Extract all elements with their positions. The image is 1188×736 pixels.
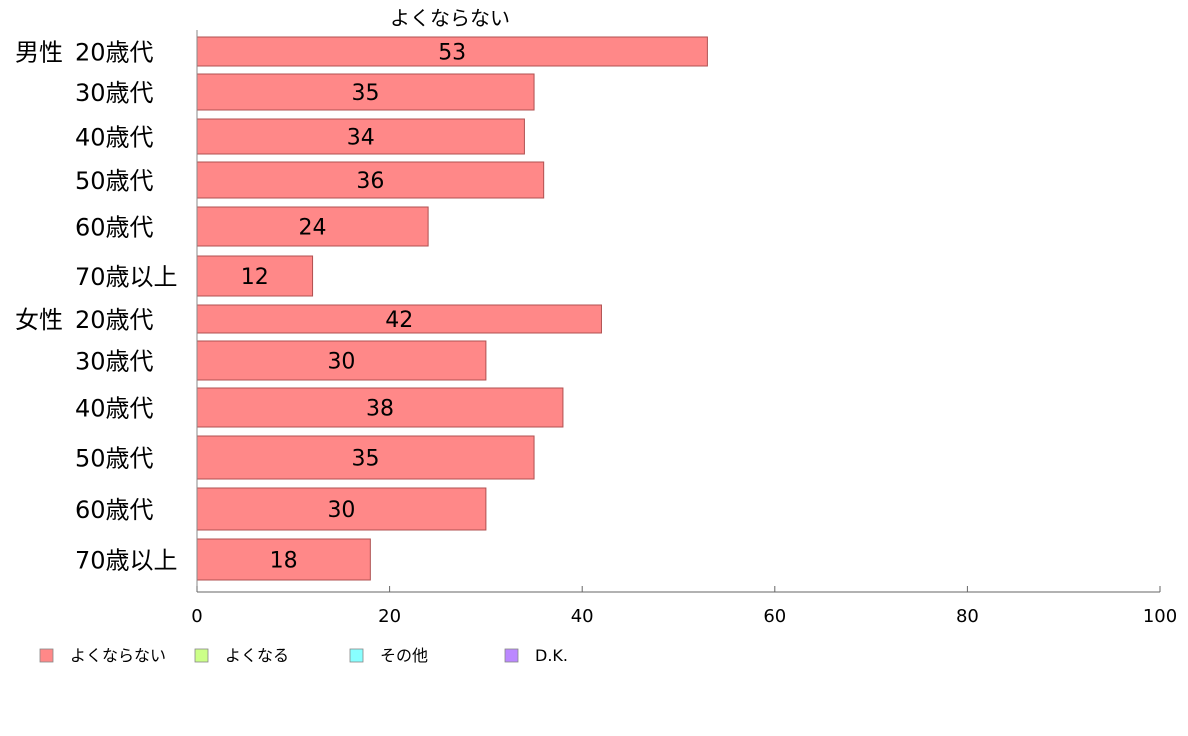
category-label: 30歳代 <box>75 79 154 107</box>
category-label: 60歳代 <box>75 214 154 242</box>
category-label: 70歳以上 <box>75 547 178 575</box>
value-label: 53 <box>438 41 466 66</box>
group-label: 男性 <box>15 39 63 67</box>
value-label: 35 <box>352 81 380 106</box>
value-label: 12 <box>241 265 269 290</box>
bar <box>196 36 708 67</box>
value-label: 42 <box>385 308 413 333</box>
legend-swatch <box>39 648 54 663</box>
legend-swatch <box>504 648 519 663</box>
x-tick-label: 20 <box>378 606 401 627</box>
legend-label: よくなる <box>225 646 289 665</box>
value-label: 30 <box>327 498 355 523</box>
x-tick-label: 80 <box>956 606 979 627</box>
category-label: 40歳代 <box>75 395 154 423</box>
category-label: 70歳以上 <box>75 263 178 291</box>
category-label: 20歳代 <box>75 306 154 334</box>
value-label: 38 <box>366 397 394 422</box>
category-label: 20歳代 <box>75 39 154 67</box>
x-tick-label: 0 <box>191 606 202 627</box>
chart-title: よくならない <box>390 6 510 30</box>
bar <box>196 435 535 480</box>
value-label: 35 <box>352 447 380 472</box>
category-label: 40歳代 <box>75 124 154 152</box>
category-label: 60歳代 <box>75 496 154 524</box>
x-axis: 0 20 40 60 80 100 <box>191 30 1177 627</box>
bar <box>196 73 535 111</box>
category-label: 30歳代 <box>75 348 154 376</box>
group-label: 女性 <box>15 306 63 334</box>
bar <box>196 161 545 199</box>
value-label: 36 <box>356 169 384 194</box>
value-label: 34 <box>347 126 375 151</box>
legend-label: よくならない <box>70 646 166 665</box>
category-label: 50歳代 <box>75 167 154 195</box>
bar <box>196 118 525 155</box>
x-tick-label: 40 <box>571 606 594 627</box>
legend: よくならない よくなる その他 D.K. <box>39 646 568 665</box>
bar <box>196 206 429 247</box>
bar <box>196 487 487 531</box>
value-label: 24 <box>299 216 327 241</box>
bar <box>196 538 371 581</box>
bars-layer: 5320歳代男性3530歳代3440歳代3650歳代2460歳代1270歳以上4… <box>15 36 708 581</box>
x-tick-label: 100 <box>1143 606 1177 627</box>
category-label: 50歳代 <box>75 445 154 473</box>
legend-swatch <box>194 648 209 663</box>
bar <box>196 304 602 334</box>
value-label: 18 <box>270 549 298 574</box>
x-tick-label: 60 <box>763 606 786 627</box>
legend-label: D.K. <box>535 646 568 665</box>
value-label: 30 <box>327 350 355 375</box>
legend-label: その他 <box>380 646 428 665</box>
legend-swatch <box>349 648 364 663</box>
